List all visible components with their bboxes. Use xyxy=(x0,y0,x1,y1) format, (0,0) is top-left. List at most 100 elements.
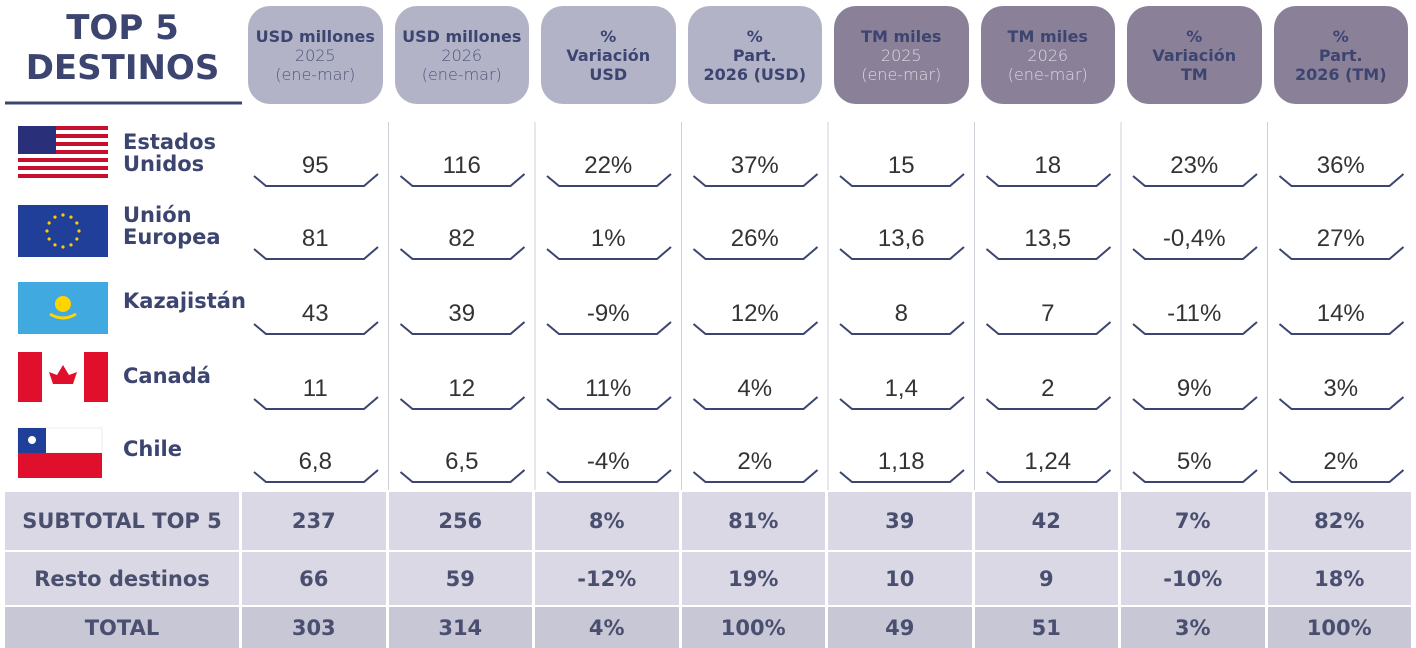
underline xyxy=(1132,173,1258,187)
cell: 15 xyxy=(887,152,915,179)
cell: 14% xyxy=(1316,300,1365,327)
summary-cell: 51 xyxy=(974,607,1118,648)
summary-name: Resto destinos xyxy=(5,552,239,605)
cell: 6,8 xyxy=(298,448,332,475)
cell: 13,6 xyxy=(877,225,925,252)
underline xyxy=(692,173,819,187)
summary-cell: 9 xyxy=(974,552,1118,605)
underline xyxy=(839,396,965,410)
underline xyxy=(399,469,526,483)
underline xyxy=(399,246,526,260)
cell: 1,18 xyxy=(877,448,925,475)
cell: 3% xyxy=(1323,375,1359,402)
cell: 95 xyxy=(301,152,329,179)
underline xyxy=(1132,469,1258,483)
header-bold: 2026 (TM) xyxy=(1294,64,1387,84)
row-name: Kazajistán xyxy=(123,270,246,332)
underline xyxy=(399,321,526,335)
cell: 2% xyxy=(737,448,773,475)
flag xyxy=(18,282,108,334)
column-header: % Part. 2026 (USD) xyxy=(687,6,822,104)
summary-name: TOTAL xyxy=(5,607,239,648)
header-bold: USD millones xyxy=(402,26,522,46)
header-bold: Part. xyxy=(732,45,777,65)
summary-cell: 4% xyxy=(535,607,679,648)
underline xyxy=(1278,246,1405,260)
cell: 8 xyxy=(894,300,908,327)
flag xyxy=(17,427,103,478)
underline xyxy=(692,321,819,335)
header-light: 2026 xyxy=(1027,45,1069,65)
underline xyxy=(692,469,819,483)
summary-cell: 3% xyxy=(1121,607,1265,648)
column-header: % Part. 2026 (TM) xyxy=(1273,6,1408,104)
row-name-text: Kazajistán xyxy=(123,289,246,313)
underline xyxy=(399,173,526,187)
row-name: Unión Europea xyxy=(123,195,243,257)
underline xyxy=(839,173,965,187)
header-bold: % xyxy=(1332,26,1349,46)
underline xyxy=(985,246,1112,260)
underline xyxy=(1132,321,1258,335)
cell: 23% xyxy=(1170,152,1219,179)
summary-cell: 81% xyxy=(681,492,825,550)
cell: 36% xyxy=(1316,152,1365,179)
cell: 81 xyxy=(301,225,329,252)
underline xyxy=(839,469,965,483)
row-name-text: Canadá xyxy=(123,364,211,388)
underline xyxy=(399,396,526,410)
header-bold: Part. xyxy=(1318,45,1363,65)
cell: 12 xyxy=(448,375,476,402)
header-bold: Variación xyxy=(566,45,651,65)
cell: 1% xyxy=(590,225,626,252)
underline xyxy=(253,173,379,187)
column-header: % Variación TM xyxy=(1127,6,1262,104)
cell: -0,4% xyxy=(1162,225,1226,252)
underline xyxy=(985,321,1112,335)
column-header: % Variación USD xyxy=(541,6,676,104)
underline xyxy=(253,469,379,483)
summary-cell: 42 xyxy=(974,492,1118,550)
summary-cell: 314 xyxy=(388,607,532,648)
cell: 6,5 xyxy=(445,448,479,475)
header-light: 2025 xyxy=(880,45,922,65)
underline xyxy=(985,469,1112,483)
cell: 4% xyxy=(737,375,773,402)
underline xyxy=(253,246,379,260)
underline xyxy=(1132,246,1258,260)
cell: 2% xyxy=(1323,448,1359,475)
underline xyxy=(1132,396,1258,410)
underline xyxy=(692,246,819,260)
cell: 82 xyxy=(448,225,476,252)
underline xyxy=(1278,321,1405,335)
header-light: (ene-mar) xyxy=(1007,64,1088,84)
summary-cell: -10% xyxy=(1121,552,1265,605)
underline xyxy=(985,396,1112,410)
header-light: (ene-mar) xyxy=(421,64,502,84)
header-light: (ene-mar) xyxy=(861,64,942,84)
underline xyxy=(692,396,819,410)
underline xyxy=(985,173,1112,187)
column-header: USD millones 2025 (ene-mar) xyxy=(248,6,383,104)
underline xyxy=(253,396,379,410)
header-bold: USD millones xyxy=(255,26,375,46)
header-bold: 2026 (USD) xyxy=(703,64,807,84)
cell: 22% xyxy=(584,152,633,179)
cell: 116 xyxy=(442,152,481,179)
cell: 13,5 xyxy=(1024,225,1072,252)
cell: 39 xyxy=(448,300,476,327)
summary-cell: 49 xyxy=(828,607,972,648)
underline xyxy=(1278,396,1405,410)
summary-cell: 39 xyxy=(828,492,972,550)
underline xyxy=(1278,469,1405,483)
header-light: 2025 xyxy=(294,45,336,65)
cell: 12% xyxy=(730,300,779,327)
header-light: 2026 xyxy=(441,45,483,65)
cell: 11% xyxy=(585,375,632,402)
row-name: Canadá xyxy=(123,345,243,407)
underline xyxy=(546,321,672,335)
summary-cell: 100% xyxy=(681,607,825,648)
cell: 5% xyxy=(1176,448,1212,475)
